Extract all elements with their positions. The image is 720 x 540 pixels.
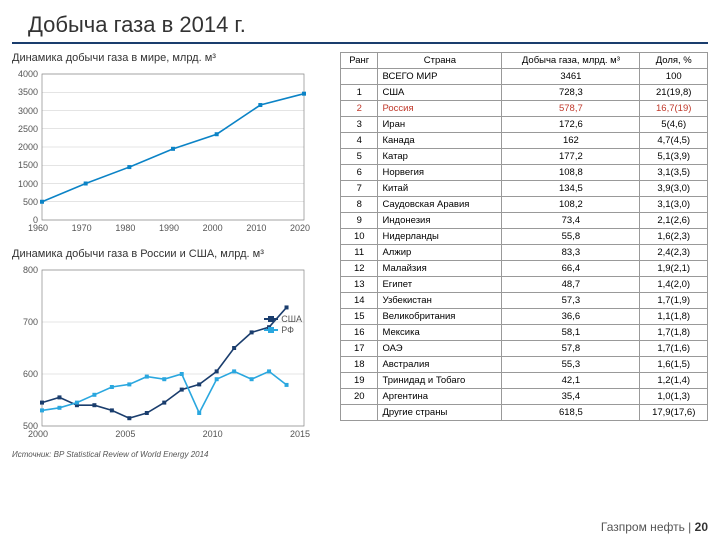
table-row: 19Тринидад и Тобаго42,11,2(1,4): [341, 373, 708, 389]
table-row: 16Мексика58,11,7(1,8): [341, 325, 708, 341]
gas-table: Ранг Страна Добыча газа, млрд. м³ Доля, …: [340, 52, 708, 421]
table-row: 15Великобритания36,61,1(1,8): [341, 309, 708, 325]
world-chart-title: Динамика добычи газа в мире, млрд. м³: [12, 52, 332, 64]
col-country: Страна: [378, 53, 502, 69]
table-row: 20Аргентина35,41,0(1,3): [341, 389, 708, 405]
page-number: 20: [695, 520, 708, 534]
world-chart: 0500100015002000250030003500400019601970…: [12, 68, 312, 238]
legend-item-usa: США: [264, 314, 302, 324]
y-tick-label: 1500: [12, 160, 38, 170]
y-tick-label: 1000: [12, 179, 38, 189]
footer: Газпром нефть | 20: [601, 520, 708, 534]
x-tick-label: 2010: [246, 223, 266, 233]
table-row: 17ОАЭ57,81,7(1,6): [341, 341, 708, 357]
table-row: 4Канада1624,7(4,5): [341, 133, 708, 149]
y-tick-label: 3500: [12, 87, 38, 97]
y-tick-label: 3000: [12, 106, 38, 116]
legend-label-usa: США: [281, 314, 302, 324]
y-tick-label: 800: [12, 265, 38, 275]
table-row: 11Алжир83,32,4(2,3): [341, 245, 708, 261]
footer-brand: Газпром нефть: [601, 520, 685, 534]
table-row: 1США728,321(19,8): [341, 85, 708, 101]
table-row: 18Австралия55,31,6(1,5): [341, 357, 708, 373]
x-tick-label: 1970: [72, 223, 92, 233]
col-share: Доля, %: [640, 53, 708, 69]
table-row: 3Иран172,65(4,6): [341, 117, 708, 133]
col-value: Добыча газа, млрд. м³: [502, 53, 640, 69]
table-header-row: Ранг Страна Добыча газа, млрд. м³ Доля, …: [341, 53, 708, 69]
content-area: Динамика добычи газа в мире, млрд. м³ 05…: [0, 52, 720, 459]
table-row: ВСЕГО МИР3461100: [341, 69, 708, 85]
ru-us-chart-title: Динамика добычи газа в России и США, млр…: [12, 248, 332, 260]
x-tick-label: 2000: [28, 429, 48, 439]
table-row: 7Китай134,53,9(3,0): [341, 181, 708, 197]
ru-us-chart: США РФ 5006007008002000200520102015: [12, 264, 312, 444]
table-row: 8Саудовская Аравия108,23,1(3,0): [341, 197, 708, 213]
x-tick-label: 1980: [115, 223, 135, 233]
x-tick-label: 1990: [159, 223, 179, 233]
table-row: 6Норвегия108,83,1(3,5): [341, 165, 708, 181]
x-tick-label: 2015: [290, 429, 310, 439]
x-tick-label: 1960: [28, 223, 48, 233]
source-note: Источник: BP Statistical Review of World…: [12, 450, 332, 459]
y-tick-label: 700: [12, 317, 38, 327]
table-row: 5Катар177,25,1(3,9): [341, 149, 708, 165]
table-row: Другие страны618,517,9(17,6): [341, 405, 708, 421]
table-row: 9Индонезия73,42,1(2,6): [341, 213, 708, 229]
table-row: 10Нидерланды55,81,6(2,3): [341, 229, 708, 245]
legend: США РФ: [264, 314, 302, 336]
x-tick-label: 2005: [115, 429, 135, 439]
y-tick-label: 600: [12, 369, 38, 379]
legend-swatch-icon: [264, 329, 278, 331]
legend-item-rf: РФ: [264, 325, 302, 335]
y-tick-label: 4000: [12, 69, 38, 79]
legend-swatch-icon: [264, 318, 278, 320]
table-row: 12Малайзия66,41,9(2,1): [341, 261, 708, 277]
legend-label-rf: РФ: [281, 325, 294, 335]
page-title: Добыча газа в 2014 г.: [12, 0, 708, 44]
y-tick-label: 500: [12, 197, 38, 207]
table-row: 2Россия578,716,7(19): [341, 101, 708, 117]
y-tick-label: 2500: [12, 124, 38, 134]
x-tick-label: 2020: [290, 223, 310, 233]
x-tick-label: 2010: [203, 429, 223, 439]
table-row: 14Узбекистан57,31,7(1,9): [341, 293, 708, 309]
col-rank: Ранг: [341, 53, 378, 69]
y-tick-label: 2000: [12, 142, 38, 152]
right-column: Ранг Страна Добыча газа, млрд. м³ Доля, …: [340, 52, 708, 459]
table-body: ВСЕГО МИР34611001США728,321(19,8)2Россия…: [341, 69, 708, 421]
x-tick-label: 2000: [203, 223, 223, 233]
left-column: Динамика добычи газа в мире, млрд. м³ 05…: [12, 52, 332, 459]
table-row: 13Египет48,71,4(2,0): [341, 277, 708, 293]
